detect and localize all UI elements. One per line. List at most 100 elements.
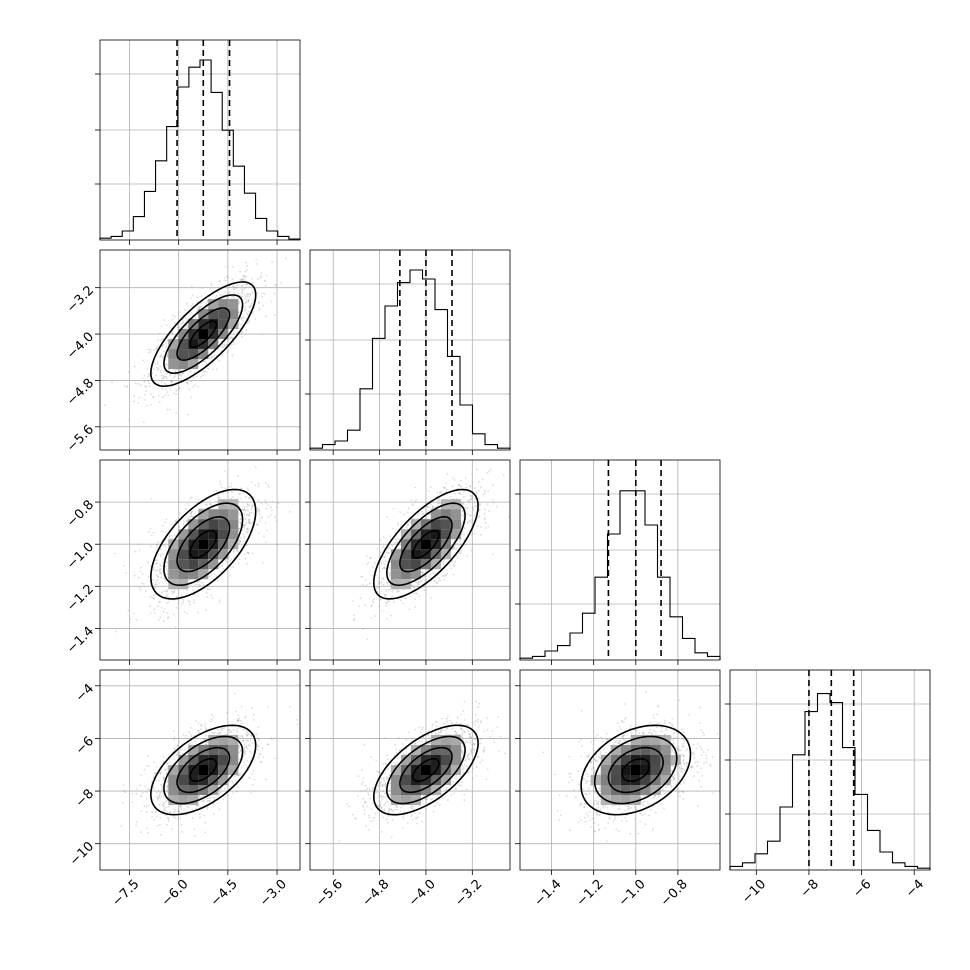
- sample-point: [469, 485, 472, 488]
- sample-point: [161, 338, 164, 340]
- density-cell: [198, 549, 209, 560]
- sample-point: [243, 535, 246, 538]
- sample-point: [273, 292, 276, 295]
- sample-point: [166, 562, 169, 565]
- sample-point: [462, 503, 464, 506]
- sample-point: [392, 601, 395, 604]
- sample-point: [397, 589, 399, 592]
- density-cell: [178, 569, 189, 580]
- sample-point: [245, 521, 248, 524]
- sample-point: [153, 597, 155, 600]
- sample-point: [400, 524, 403, 527]
- contour-level-0.5: [189, 320, 218, 348]
- sample-point: [456, 557, 459, 560]
- sample-point: [244, 509, 247, 512]
- sample-point: [227, 276, 230, 279]
- sample-point: [238, 521, 241, 523]
- sample-point: [276, 544, 279, 546]
- sample-point: [222, 294, 225, 297]
- density-cell: [400, 559, 411, 570]
- sample-point: [186, 519, 188, 522]
- sample-point: [228, 780, 231, 783]
- sample-point: [388, 600, 391, 603]
- sample-point: [240, 323, 242, 326]
- sample-point: [446, 473, 449, 476]
- sample-point: [166, 408, 169, 411]
- density-cell: [208, 329, 219, 340]
- sample-point: [399, 511, 401, 513]
- sample-point: [168, 537, 171, 539]
- sample-point: [191, 817, 194, 820]
- sample-point: [380, 580, 382, 583]
- sample-point: [247, 518, 250, 521]
- sample-point: [211, 356, 214, 358]
- sample-point: [236, 550, 239, 553]
- sample-point: [180, 377, 183, 380]
- sample-point: [166, 593, 168, 596]
- sample-point: [384, 588, 387, 591]
- sample-point: [250, 735, 253, 738]
- sample-point: [414, 592, 417, 595]
- density-cell: [430, 529, 441, 540]
- sample-point: [237, 284, 240, 287]
- sample-point: [466, 555, 469, 558]
- sample-point: [156, 544, 158, 546]
- sample-point: [441, 574, 444, 577]
- sample-point: [251, 505, 253, 508]
- density-cell: [228, 309, 239, 320]
- sample-point: [242, 509, 245, 511]
- sample-point: [362, 583, 364, 586]
- sample-point: [458, 540, 461, 543]
- sample-point: [185, 327, 188, 330]
- sample-point: [149, 595, 152, 598]
- sample-point: [263, 535, 265, 538]
- sample-point: [239, 270, 242, 273]
- sample-point: [380, 562, 383, 565]
- sample-point: [471, 519, 474, 522]
- sample-point: [257, 726, 260, 729]
- sample-point: [161, 377, 164, 380]
- sample-point: [415, 592, 418, 595]
- sample-point: [487, 490, 490, 493]
- sample-point: [259, 520, 262, 523]
- sample-point: [238, 527, 240, 530]
- sample-point: [190, 312, 193, 315]
- sample-point: [255, 523, 258, 526]
- density-cell: [198, 519, 209, 530]
- sample-point: [198, 580, 201, 583]
- sample-point: [379, 597, 382, 600]
- sample-point: [178, 386, 181, 389]
- sample-point: [439, 491, 441, 494]
- sample-point: [224, 279, 227, 282]
- sample-point: [198, 507, 201, 510]
- sample-point: [190, 305, 193, 308]
- sample-point: [252, 496, 255, 499]
- sample-point: [461, 509, 464, 512]
- sample-point: [156, 362, 159, 365]
- sample-point: [248, 310, 251, 313]
- sample-point: [228, 291, 231, 294]
- sample-point: [422, 586, 425, 588]
- sample-point: [159, 817, 162, 819]
- sample-point: [470, 497, 473, 500]
- sample-point: [453, 546, 456, 549]
- sample-point: [257, 745, 260, 748]
- sample-point: [162, 525, 165, 527]
- sample-point: [137, 576, 140, 579]
- sample-point: [156, 360, 159, 363]
- sample-point: [372, 601, 375, 604]
- sample-point: [217, 496, 220, 499]
- sample-point: [443, 486, 446, 489]
- sample-point: [184, 748, 187, 751]
- sample-point: [137, 382, 140, 385]
- sample-point: [159, 563, 161, 566]
- sample-point: [466, 522, 469, 525]
- sample-point: [426, 569, 429, 571]
- sample-point: [366, 638, 369, 641]
- sample-point: [166, 572, 169, 575]
- density-cell: [198, 329, 209, 340]
- sample-point: [249, 529, 251, 532]
- sample-point: [227, 339, 229, 342]
- sample-point: [134, 550, 137, 553]
- sample-point: [171, 379, 174, 382]
